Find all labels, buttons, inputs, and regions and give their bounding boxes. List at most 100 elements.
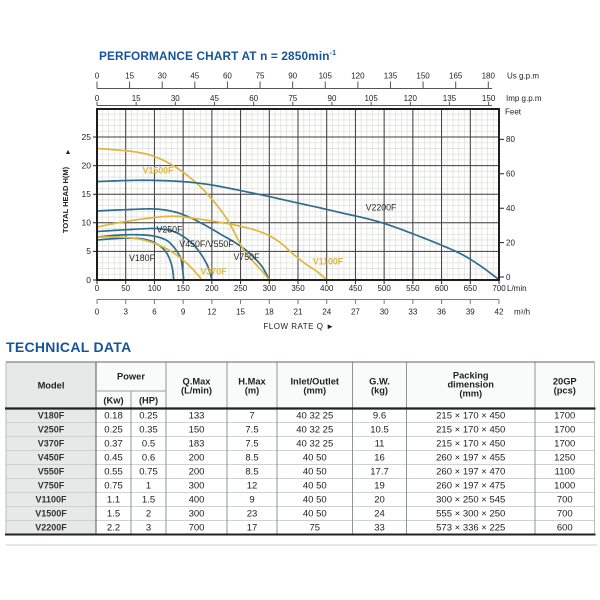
svg-text:1250: 1250 bbox=[554, 452, 575, 463]
svg-text:(mm): (mm) bbox=[303, 386, 326, 396]
svg-text:120: 120 bbox=[404, 94, 418, 103]
svg-text:0.37: 0.37 bbox=[104, 438, 123, 449]
svg-text:2.2: 2.2 bbox=[107, 522, 120, 533]
svg-text:80: 80 bbox=[506, 135, 515, 144]
svg-text:1000: 1000 bbox=[554, 480, 575, 491]
svg-text:1100: 1100 bbox=[555, 466, 575, 477]
svg-text:75: 75 bbox=[309, 522, 320, 533]
svg-text:0.45: 0.45 bbox=[104, 452, 123, 463]
svg-text:7.5: 7.5 bbox=[245, 424, 258, 435]
svg-text:75: 75 bbox=[288, 94, 297, 103]
svg-text:V180F: V180F bbox=[129, 253, 156, 263]
svg-text:350: 350 bbox=[291, 284, 305, 293]
svg-text:0.55: 0.55 bbox=[104, 466, 123, 477]
svg-text:90: 90 bbox=[288, 72, 297, 81]
svg-text:60: 60 bbox=[223, 72, 232, 81]
svg-text:12: 12 bbox=[207, 308, 216, 317]
svg-text:(m): (m) bbox=[245, 386, 259, 396]
svg-text:(pcs): (pcs) bbox=[554, 386, 576, 396]
svg-text:39: 39 bbox=[466, 308, 475, 317]
svg-text:30: 30 bbox=[171, 94, 180, 103]
svg-text:11: 11 bbox=[375, 438, 385, 449]
svg-text:33: 33 bbox=[408, 308, 417, 317]
svg-text:40 50: 40 50 bbox=[303, 452, 327, 463]
svg-text:24: 24 bbox=[322, 308, 331, 317]
svg-text:700: 700 bbox=[189, 522, 205, 533]
svg-text:165: 165 bbox=[449, 72, 463, 81]
svg-text:260 × 197 × 455: 260 × 197 × 455 bbox=[436, 452, 505, 463]
svg-text:40 50: 40 50 bbox=[303, 466, 327, 477]
svg-text:183: 183 bbox=[189, 438, 205, 449]
svg-text:400: 400 bbox=[320, 284, 334, 293]
svg-text:573 × 336 × 225: 573 × 336 × 225 bbox=[436, 522, 505, 533]
svg-text:8.5: 8.5 bbox=[245, 466, 258, 477]
svg-text:H.Max: H.Max bbox=[238, 377, 266, 387]
svg-text:100: 100 bbox=[148, 284, 162, 293]
svg-text:V450F/V550F: V450F/V550F bbox=[179, 239, 234, 249]
svg-text:15: 15 bbox=[236, 308, 245, 317]
svg-text:V370F: V370F bbox=[201, 267, 228, 277]
svg-text:0: 0 bbox=[95, 72, 100, 81]
svg-text:215 × 170 × 450: 215 × 170 × 450 bbox=[436, 438, 505, 449]
svg-text:20: 20 bbox=[506, 238, 515, 247]
svg-text:TOTAL HEAD H(M): TOTAL HEAD H(M) bbox=[61, 166, 70, 233]
svg-text:Packing: Packing bbox=[453, 371, 489, 381]
svg-text:0.6: 0.6 bbox=[142, 452, 155, 463]
svg-text:300 × 250 × 545: 300 × 250 × 545 bbox=[436, 494, 505, 505]
svg-text:0.75: 0.75 bbox=[104, 480, 123, 491]
svg-text:FLOW RATE Q ►: FLOW RATE Q ► bbox=[263, 322, 334, 331]
svg-text:V2200F: V2200F bbox=[35, 522, 67, 532]
svg-text:V1100F: V1100F bbox=[35, 494, 67, 504]
svg-text:Model: Model bbox=[38, 381, 65, 391]
svg-text:20GP: 20GP bbox=[553, 377, 577, 387]
svg-text:12: 12 bbox=[247, 480, 258, 491]
svg-text:700: 700 bbox=[557, 508, 573, 519]
svg-text:0: 0 bbox=[95, 284, 100, 293]
svg-text:600: 600 bbox=[557, 522, 573, 533]
svg-text:L/min: L/min bbox=[507, 284, 527, 293]
svg-text:1.5: 1.5 bbox=[142, 494, 155, 505]
svg-text:(Kw): (Kw) bbox=[103, 396, 123, 406]
svg-text:300: 300 bbox=[189, 480, 205, 491]
svg-text:45: 45 bbox=[210, 94, 219, 103]
svg-text:17: 17 bbox=[247, 522, 258, 533]
svg-text:10.5: 10.5 bbox=[370, 424, 389, 435]
svg-text:40 32 25: 40 32 25 bbox=[296, 424, 333, 435]
svg-text:18: 18 bbox=[265, 308, 274, 317]
svg-text:1.1: 1.1 bbox=[107, 494, 120, 505]
svg-text:105: 105 bbox=[319, 72, 333, 81]
svg-text:700: 700 bbox=[557, 494, 573, 505]
svg-text:45: 45 bbox=[190, 72, 199, 81]
svg-text:450: 450 bbox=[349, 284, 363, 293]
svg-text:17.7: 17.7 bbox=[370, 466, 389, 477]
svg-text:9: 9 bbox=[249, 494, 254, 505]
svg-text:0.18: 0.18 bbox=[104, 410, 123, 421]
svg-text:1700: 1700 bbox=[554, 424, 575, 435]
svg-text:19: 19 bbox=[374, 480, 385, 491]
svg-text:0.5: 0.5 bbox=[142, 438, 155, 449]
svg-text:215 × 170 × 450: 215 × 170 × 450 bbox=[436, 410, 505, 421]
svg-text:0: 0 bbox=[95, 94, 100, 103]
svg-text:42: 42 bbox=[495, 308, 504, 317]
svg-text:V370F: V370F bbox=[38, 438, 65, 448]
svg-text:33: 33 bbox=[374, 522, 385, 533]
svg-text:200: 200 bbox=[189, 452, 205, 463]
svg-text:40 50: 40 50 bbox=[303, 508, 327, 519]
svg-text:133: 133 bbox=[189, 410, 205, 421]
svg-text:8.5: 8.5 bbox=[245, 452, 258, 463]
svg-text:0.75: 0.75 bbox=[139, 466, 158, 477]
svg-text:30: 30 bbox=[158, 72, 167, 81]
svg-text:6: 6 bbox=[152, 308, 157, 317]
svg-text:(HP): (HP) bbox=[139, 396, 158, 406]
svg-text:V250F: V250F bbox=[157, 225, 184, 235]
svg-text:V1500F: V1500F bbox=[143, 166, 174, 176]
svg-text:500: 500 bbox=[377, 284, 391, 293]
svg-text:Q.Max: Q.Max bbox=[183, 377, 212, 387]
svg-text:9.6: 9.6 bbox=[373, 410, 386, 421]
svg-text:3: 3 bbox=[123, 308, 128, 317]
svg-text:150: 150 bbox=[189, 424, 205, 435]
svg-text:75: 75 bbox=[256, 72, 265, 81]
svg-text:Us g.p.m: Us g.p.m bbox=[507, 72, 539, 81]
svg-text:Power: Power bbox=[117, 372, 145, 382]
svg-text:180: 180 bbox=[482, 72, 496, 81]
